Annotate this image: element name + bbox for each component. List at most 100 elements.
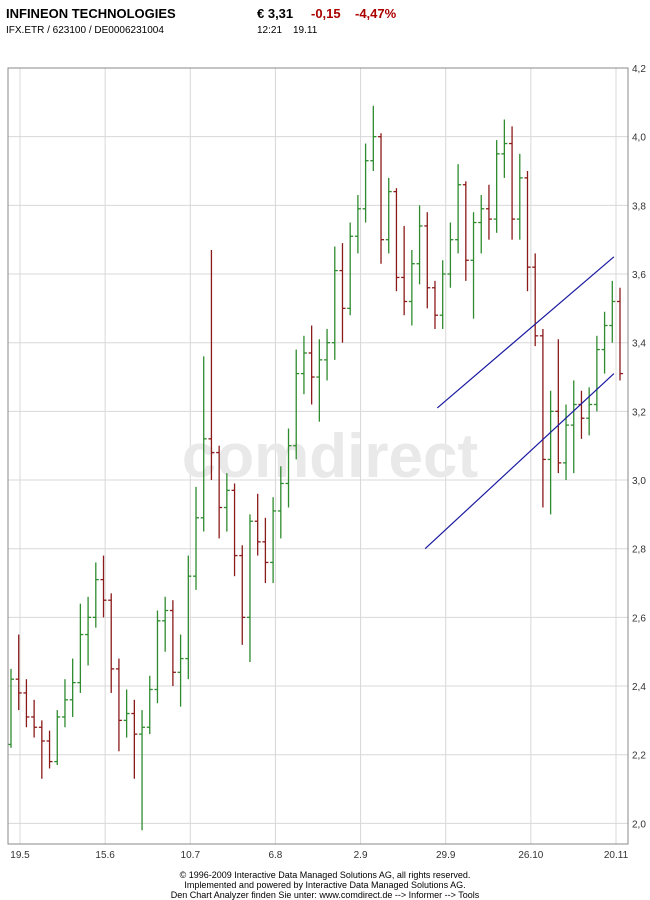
ohlc-bar [609, 280, 616, 343]
ohlc-bar [231, 483, 238, 577]
ohlc-bar [31, 699, 38, 738]
ohlc-bar [462, 181, 469, 281]
watermark-logo: comdirect [182, 422, 478, 491]
y-tick-label: 4,0 [632, 133, 646, 144]
y-tick-label: 2,8 [632, 545, 646, 556]
tools-link-line[interactable]: Den Chart Analyzer finden Sie unter: www… [170, 890, 480, 900]
ohlc-bar [46, 730, 53, 769]
x-tick-label: 19.5 [10, 850, 30, 861]
ohlc-bar [15, 634, 22, 711]
ohlc-bar [431, 280, 438, 329]
plot-frame [7, 67, 629, 845]
ohlc-bar [177, 634, 184, 707]
ohlc-bar [378, 133, 385, 264]
y-axis-ticks: 2,0 2,2 2,4 2,6 2,8 3,0 3,2 3,4 3,6 3,8 4,0 4,2 [632, 64, 646, 830]
x-tick-label: 26.10 [518, 850, 543, 861]
x-tick-label: 6.8 [268, 850, 282, 861]
x-tick-label: 15.6 [95, 850, 115, 861]
ohlc-bars [8, 105, 623, 831]
x-tick-label: 2.9 [354, 850, 368, 861]
ohlc-bar [539, 328, 546, 508]
ohlc-bar [92, 562, 99, 628]
chart-grid [8, 67, 628, 844]
ohlc-bar [308, 325, 315, 405]
ohlc-bar [532, 253, 539, 347]
y-tick-label: 3,4 [632, 339, 646, 350]
y-tick-label: 3,6 [632, 270, 646, 281]
ohlc-bar [38, 720, 45, 779]
ohlc-bar [601, 311, 608, 374]
quote-date: 19.11 [293, 25, 318, 36]
ohlc-bar [563, 404, 570, 481]
x-axis-ticks: 19.5 15.6 10.7 6.8 2.9 29.9 26.10 20.11 [10, 850, 628, 861]
ohlc-bar [100, 555, 107, 618]
ohlc-bar [246, 514, 253, 663]
ohlc-bar [200, 356, 207, 532]
trend-line-upper [436, 256, 615, 409]
ohlc-bar [524, 171, 531, 292]
ohlc-bar [324, 328, 331, 381]
ohlc-bar [331, 246, 338, 360]
ohlc-bar [617, 287, 623, 381]
ohlc-bar [354, 195, 361, 254]
trend-line-lower [424, 373, 615, 550]
ohlc-bar [169, 600, 176, 687]
ohlc-bar [408, 249, 415, 326]
ohlc-bar [61, 679, 68, 728]
y-tick-label: 2,6 [632, 613, 646, 624]
ohlc-bar [277, 466, 284, 539]
ohlc-bar [485, 184, 492, 240]
ohlc-bar [439, 260, 446, 329]
y-tick-label: 4,2 [632, 64, 646, 75]
ohlc-bar [8, 668, 14, 748]
ohlc-bar [300, 335, 307, 395]
ohlc-bar [69, 658, 76, 717]
ohlc-bar [223, 473, 230, 532]
y-tick-label: 2,4 [632, 682, 646, 693]
ohlc-bar [555, 339, 562, 474]
ohlc-bar [586, 387, 593, 436]
ohlc-bar [593, 335, 600, 412]
ohlc-bar [447, 222, 454, 288]
ohlc-bar [123, 689, 130, 738]
ohlc-bar [239, 545, 246, 645]
ohlc-bar [54, 710, 61, 766]
y-tick-label: 3,8 [632, 201, 646, 212]
ohlc-bar [509, 126, 516, 240]
ohlc-bar [77, 603, 84, 693]
ohlc-bar [208, 249, 215, 481]
ohlc-bar [162, 596, 169, 652]
ohlc-bar [262, 517, 269, 584]
ohlc-bar [216, 445, 223, 539]
powered-by-line: Implemented and powered by Interactive D… [184, 880, 466, 890]
ohlc-bar [270, 497, 277, 584]
ohlc-bar [131, 699, 138, 779]
x-tick-label: 20.11 [604, 850, 629, 861]
ohlc-bar [85, 596, 92, 666]
ohlc-bar [470, 212, 477, 319]
trend-channel [424, 256, 615, 550]
y-tick-label: 3,2 [632, 407, 646, 418]
price-change: -0,15 [311, 6, 341, 21]
stock-name: INFINEON TECHNOLOGIES [6, 6, 176, 21]
ohlc-bar [385, 177, 392, 254]
ohlc-bar [193, 486, 200, 590]
ohlc-bar [146, 675, 153, 735]
ohlc-bar [501, 119, 508, 178]
ohlc-bar [285, 428, 292, 508]
quote-time: 12:21 [257, 25, 283, 36]
x-tick-label: 10.7 [181, 850, 201, 861]
ohlc-bar [578, 390, 585, 439]
ohlc-bar [139, 710, 146, 831]
ohlc-bar [547, 390, 554, 515]
ohlc-bar [478, 195, 485, 254]
ohlc-bar [316, 339, 323, 422]
ohlc-bar [516, 153, 523, 240]
ohlc-bar [416, 205, 423, 285]
ohlc-bar [393, 188, 400, 292]
y-tick-label: 2,2 [632, 751, 646, 762]
ohlc-bar [23, 679, 30, 728]
ohlc-bar [455, 164, 462, 254]
copyright-line: © 1996-2009 Interactive Data Managed Sol… [179, 870, 471, 880]
